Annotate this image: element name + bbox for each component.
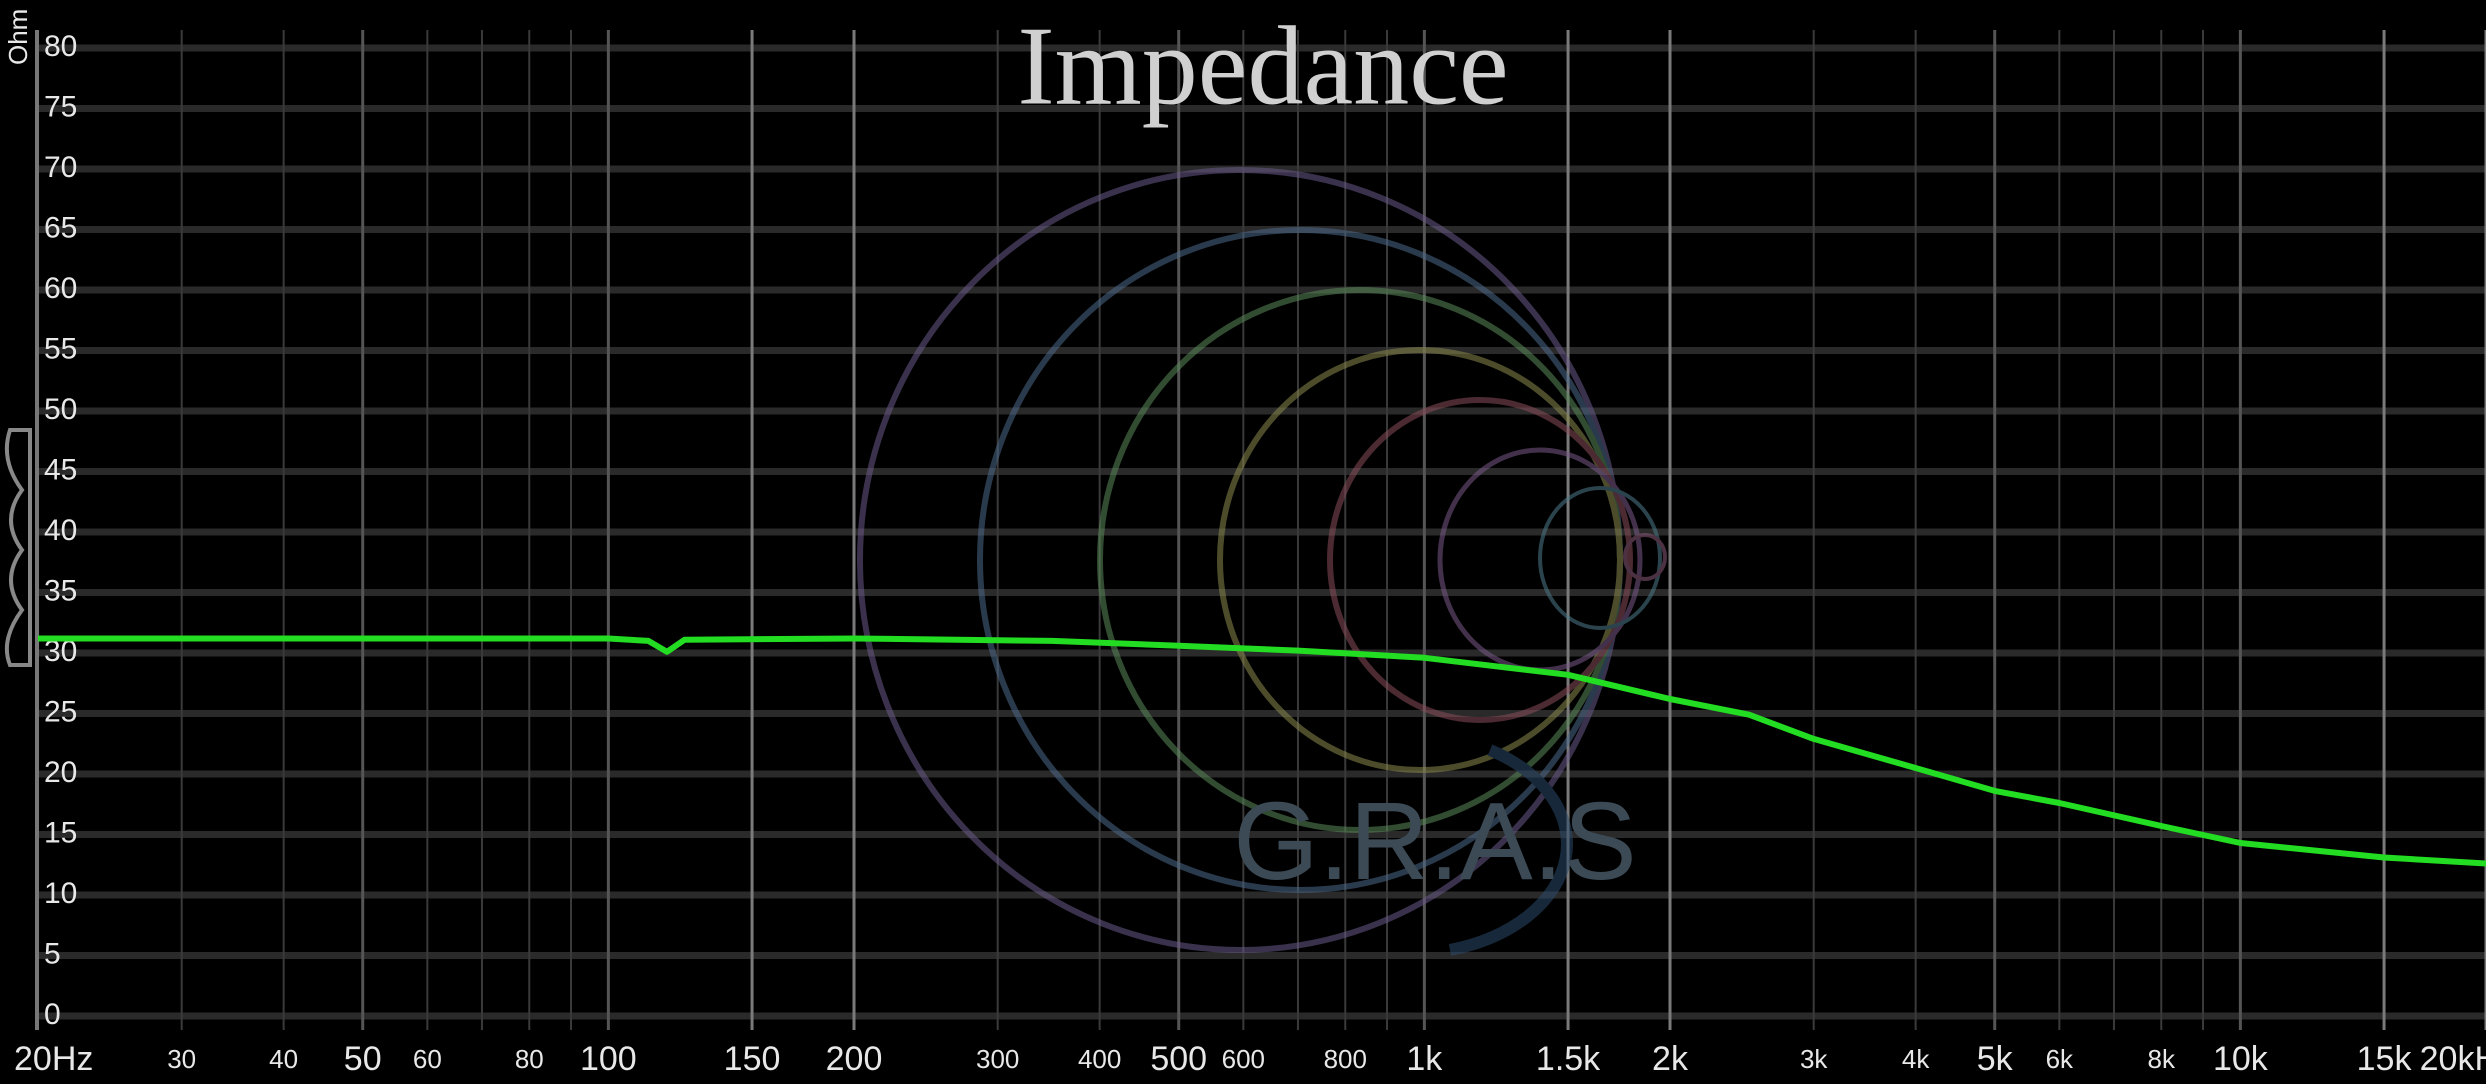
decor-ring (1327, 397, 1633, 723)
x-tick-label: 800 (1324, 1044, 1367, 1074)
watermark: G.R.A.S (1233, 780, 1636, 903)
x-tick-label: 300 (976, 1044, 1019, 1074)
x-tick-label: 150 (724, 1040, 781, 1078)
x-tick-label: 60 (413, 1044, 442, 1074)
x-tick-label: 3k (1800, 1044, 1828, 1074)
x-tick-label: 30 (167, 1044, 196, 1074)
decor-ring (1538, 486, 1662, 630)
x-tick-label: 6k (2046, 1044, 2074, 1074)
x-tick-label: 2k (1652, 1040, 1689, 1078)
scroll-handle[interactable] (4, 428, 32, 667)
y-tick-label: 70 (44, 151, 77, 184)
x-tick-label: 5k (1977, 1040, 2014, 1078)
y-tick-label: 45 (44, 453, 77, 486)
y-tick-label: 40 (44, 514, 77, 547)
x-tick-label: 10k (2213, 1040, 2269, 1078)
y-axis-label: Ohm (3, 9, 33, 65)
y-tick-label: 35 (44, 574, 77, 607)
y-tick-label: 0 (44, 998, 61, 1031)
x-tick-label: 8k (2148, 1044, 2176, 1074)
x-tick-label: 400 (1078, 1044, 1121, 1074)
y-tick-label: 55 (44, 332, 77, 365)
x-tick-label: 20kHz (2420, 1040, 2486, 1078)
x-tick-label: 1.5k (1536, 1040, 1601, 1078)
watermark-art (857, 167, 1667, 956)
y-tick-label: 25 (44, 695, 77, 728)
logo-arc (1448, 744, 1573, 956)
decor-ring (1217, 347, 1623, 773)
y-tick-label: 65 (44, 211, 77, 244)
line (38, 635, 2486, 867)
y-tick-label: 75 (44, 90, 77, 123)
x-tick-label: 15k (2357, 1040, 2413, 1078)
x-tick-label: 40 (269, 1044, 298, 1074)
scrollbar (4, 30, 39, 1030)
x-tick-label: 200 (826, 1040, 883, 1078)
y-tick-label: 20 (44, 756, 77, 789)
x-tick-label: 100 (580, 1040, 637, 1078)
y-tick-label: 60 (44, 272, 77, 305)
y-tick-label: 5 (44, 937, 61, 970)
x-tick-label: 20Hz (14, 1040, 93, 1078)
y-tick-label: 80 (44, 30, 77, 63)
x-tick-label: 50 (344, 1040, 382, 1078)
y-tick-label: 50 (44, 393, 77, 426)
x-tick-label: 600 (1222, 1044, 1265, 1074)
x-tick-label: 4k (1902, 1044, 1930, 1074)
x-tick-label: 80 (515, 1044, 544, 1074)
x-tick-label: 1k (1406, 1040, 1443, 1078)
decor-ring (1623, 533, 1667, 581)
chart-title: Impedance (1017, 5, 1508, 129)
x-tick-label: 500 (1150, 1040, 1207, 1078)
y-tick-label: 10 (44, 877, 77, 910)
y-tick-label: 15 (44, 816, 77, 849)
